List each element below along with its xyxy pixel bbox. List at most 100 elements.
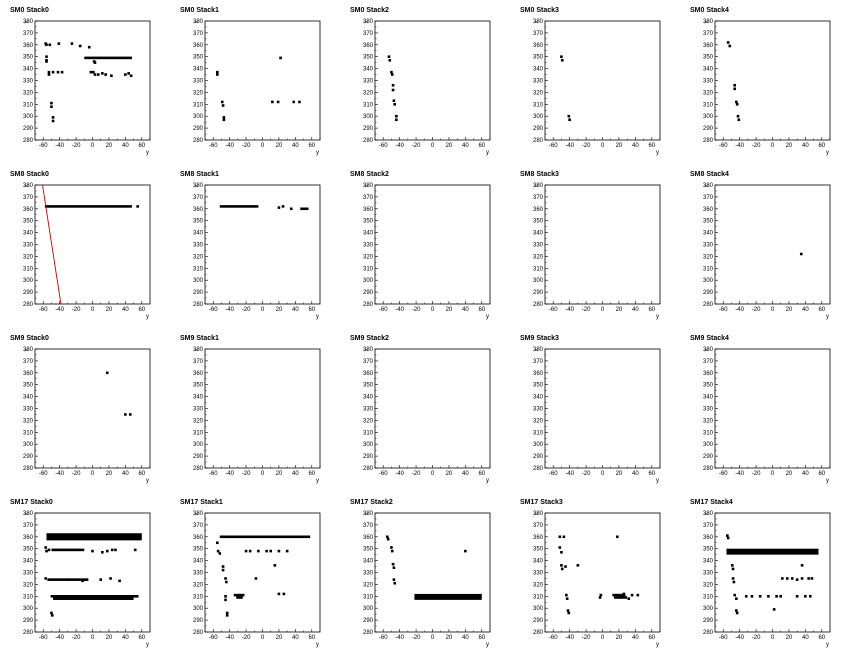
- x-axis-label: y: [486, 642, 489, 648]
- x-axis-label: y: [316, 314, 319, 320]
- x-tick-label: -20: [412, 307, 421, 313]
- data-point: [560, 564, 563, 567]
- y-tick-label: 290: [193, 126, 204, 132]
- x-tick-label: -60: [39, 635, 48, 641]
- data-point: [44, 546, 47, 549]
- y-tick-label: 320: [23, 418, 34, 424]
- x-tick-label: 40: [292, 143, 299, 149]
- x-tick-label: -60: [39, 471, 48, 477]
- y-tick-label: 320: [533, 254, 544, 260]
- data-point: [785, 577, 789, 580]
- x-axis-label: y: [486, 478, 489, 484]
- y-tick-label: 360: [193, 535, 204, 541]
- x-axis-label: y: [656, 642, 659, 648]
- x-tick-label: -60: [379, 635, 388, 641]
- y-tick-label: 330: [533, 243, 544, 249]
- data-point: [576, 564, 580, 567]
- y-tick-label: 310: [193, 430, 204, 436]
- data-point: [78, 44, 82, 48]
- y-tick-label: 280: [533, 630, 544, 636]
- y-tick-label: 330: [363, 79, 374, 85]
- data-point: [599, 593, 603, 597]
- x-tick-label: 60: [308, 307, 315, 313]
- data-point: [750, 595, 754, 598]
- y-tick-label: 370: [703, 195, 714, 201]
- y-tick-label: 380: [23, 19, 34, 25]
- data-point: [277, 549, 281, 553]
- y-axis-label: x: [194, 513, 200, 516]
- x-tick-label: -60: [719, 635, 728, 641]
- chart-panel: SM17 Stack4 280 290 300 310 320 330 340 350 360 37…: [690, 499, 831, 648]
- data-point: [277, 206, 281, 209]
- x-tick-label: 20: [786, 471, 793, 477]
- y-tick-label: 360: [23, 207, 34, 213]
- y-tick-label: 290: [23, 126, 34, 132]
- data-point: [567, 611, 571, 615]
- y-tick-label: 300: [363, 606, 374, 612]
- y-axis-label: x: [534, 513, 540, 516]
- x-tick-label: 0: [91, 143, 95, 149]
- y-tick-label: 380: [23, 347, 34, 353]
- y-tick-label: 280: [703, 630, 714, 636]
- y-tick-label: 290: [193, 618, 204, 624]
- data-point: [772, 608, 776, 611]
- y-axis-label: x: [704, 185, 710, 188]
- x-tick-label: -20: [582, 307, 591, 313]
- x-tick-label: -40: [565, 635, 574, 641]
- x-tick-label: -60: [39, 143, 48, 149]
- y-tick-label: 300: [703, 442, 714, 448]
- data-row: [612, 593, 626, 597]
- data-point: [218, 552, 222, 555]
- data-point: [45, 549, 48, 553]
- data-point: [87, 45, 91, 49]
- data-point: [101, 550, 104, 554]
- y-tick-label: 300: [23, 442, 34, 448]
- y-tick-label: 340: [193, 395, 204, 401]
- x-tick-label: -60: [209, 143, 218, 149]
- y-tick-label: 290: [533, 290, 544, 296]
- y-tick-label: 350: [703, 55, 714, 61]
- y-tick-label: 330: [193, 79, 204, 85]
- x-tick-label: -20: [72, 307, 81, 313]
- data-point: [744, 595, 748, 598]
- data-point: [804, 595, 807, 598]
- y-tick-label: 280: [363, 466, 374, 472]
- data-point: [795, 595, 799, 598]
- x-tick-label: 60: [308, 143, 315, 149]
- x-tick-label: -40: [395, 635, 404, 641]
- y-tick-label: 370: [703, 523, 714, 529]
- data-point: [566, 609, 570, 612]
- data-point: [733, 593, 737, 597]
- data-point: [615, 535, 619, 539]
- data-point: [800, 577, 804, 580]
- data-point: [393, 581, 397, 585]
- y-tick-label: 340: [533, 67, 544, 73]
- y-tick-label: 300: [23, 606, 34, 612]
- x-tick-label: 0: [601, 635, 605, 641]
- data-point: [392, 566, 396, 570]
- y-tick-label: 380: [703, 183, 714, 189]
- data-row: [219, 205, 259, 208]
- y-tick-label: 360: [533, 371, 544, 377]
- y-tick-label: 300: [703, 606, 714, 612]
- x-tick-label: 60: [648, 143, 655, 149]
- x-tick-label: -60: [719, 143, 728, 149]
- y-tick-label: 370: [193, 523, 204, 529]
- panel-title: SM9 Stack1: [180, 335, 219, 342]
- y-tick-label: 310: [363, 594, 374, 600]
- y-tick-label: 330: [703, 243, 714, 249]
- y-axis-label: x: [24, 513, 30, 516]
- x-axis-label: y: [826, 642, 829, 648]
- x-tick-label: -20: [752, 635, 761, 641]
- x-axis-label: y: [316, 150, 319, 156]
- y-tick-label: 320: [703, 418, 714, 424]
- data-point: [285, 549, 289, 553]
- panel-title: SM17 Stack1: [180, 499, 223, 506]
- data-point: [133, 548, 137, 552]
- y-tick-label: 310: [23, 430, 34, 436]
- y-tick-label: 300: [363, 278, 374, 284]
- panel-title: SM0 Stack1: [180, 7, 219, 14]
- data-point: [393, 103, 397, 106]
- data-point: [810, 577, 814, 580]
- x-tick-label: 40: [632, 635, 639, 641]
